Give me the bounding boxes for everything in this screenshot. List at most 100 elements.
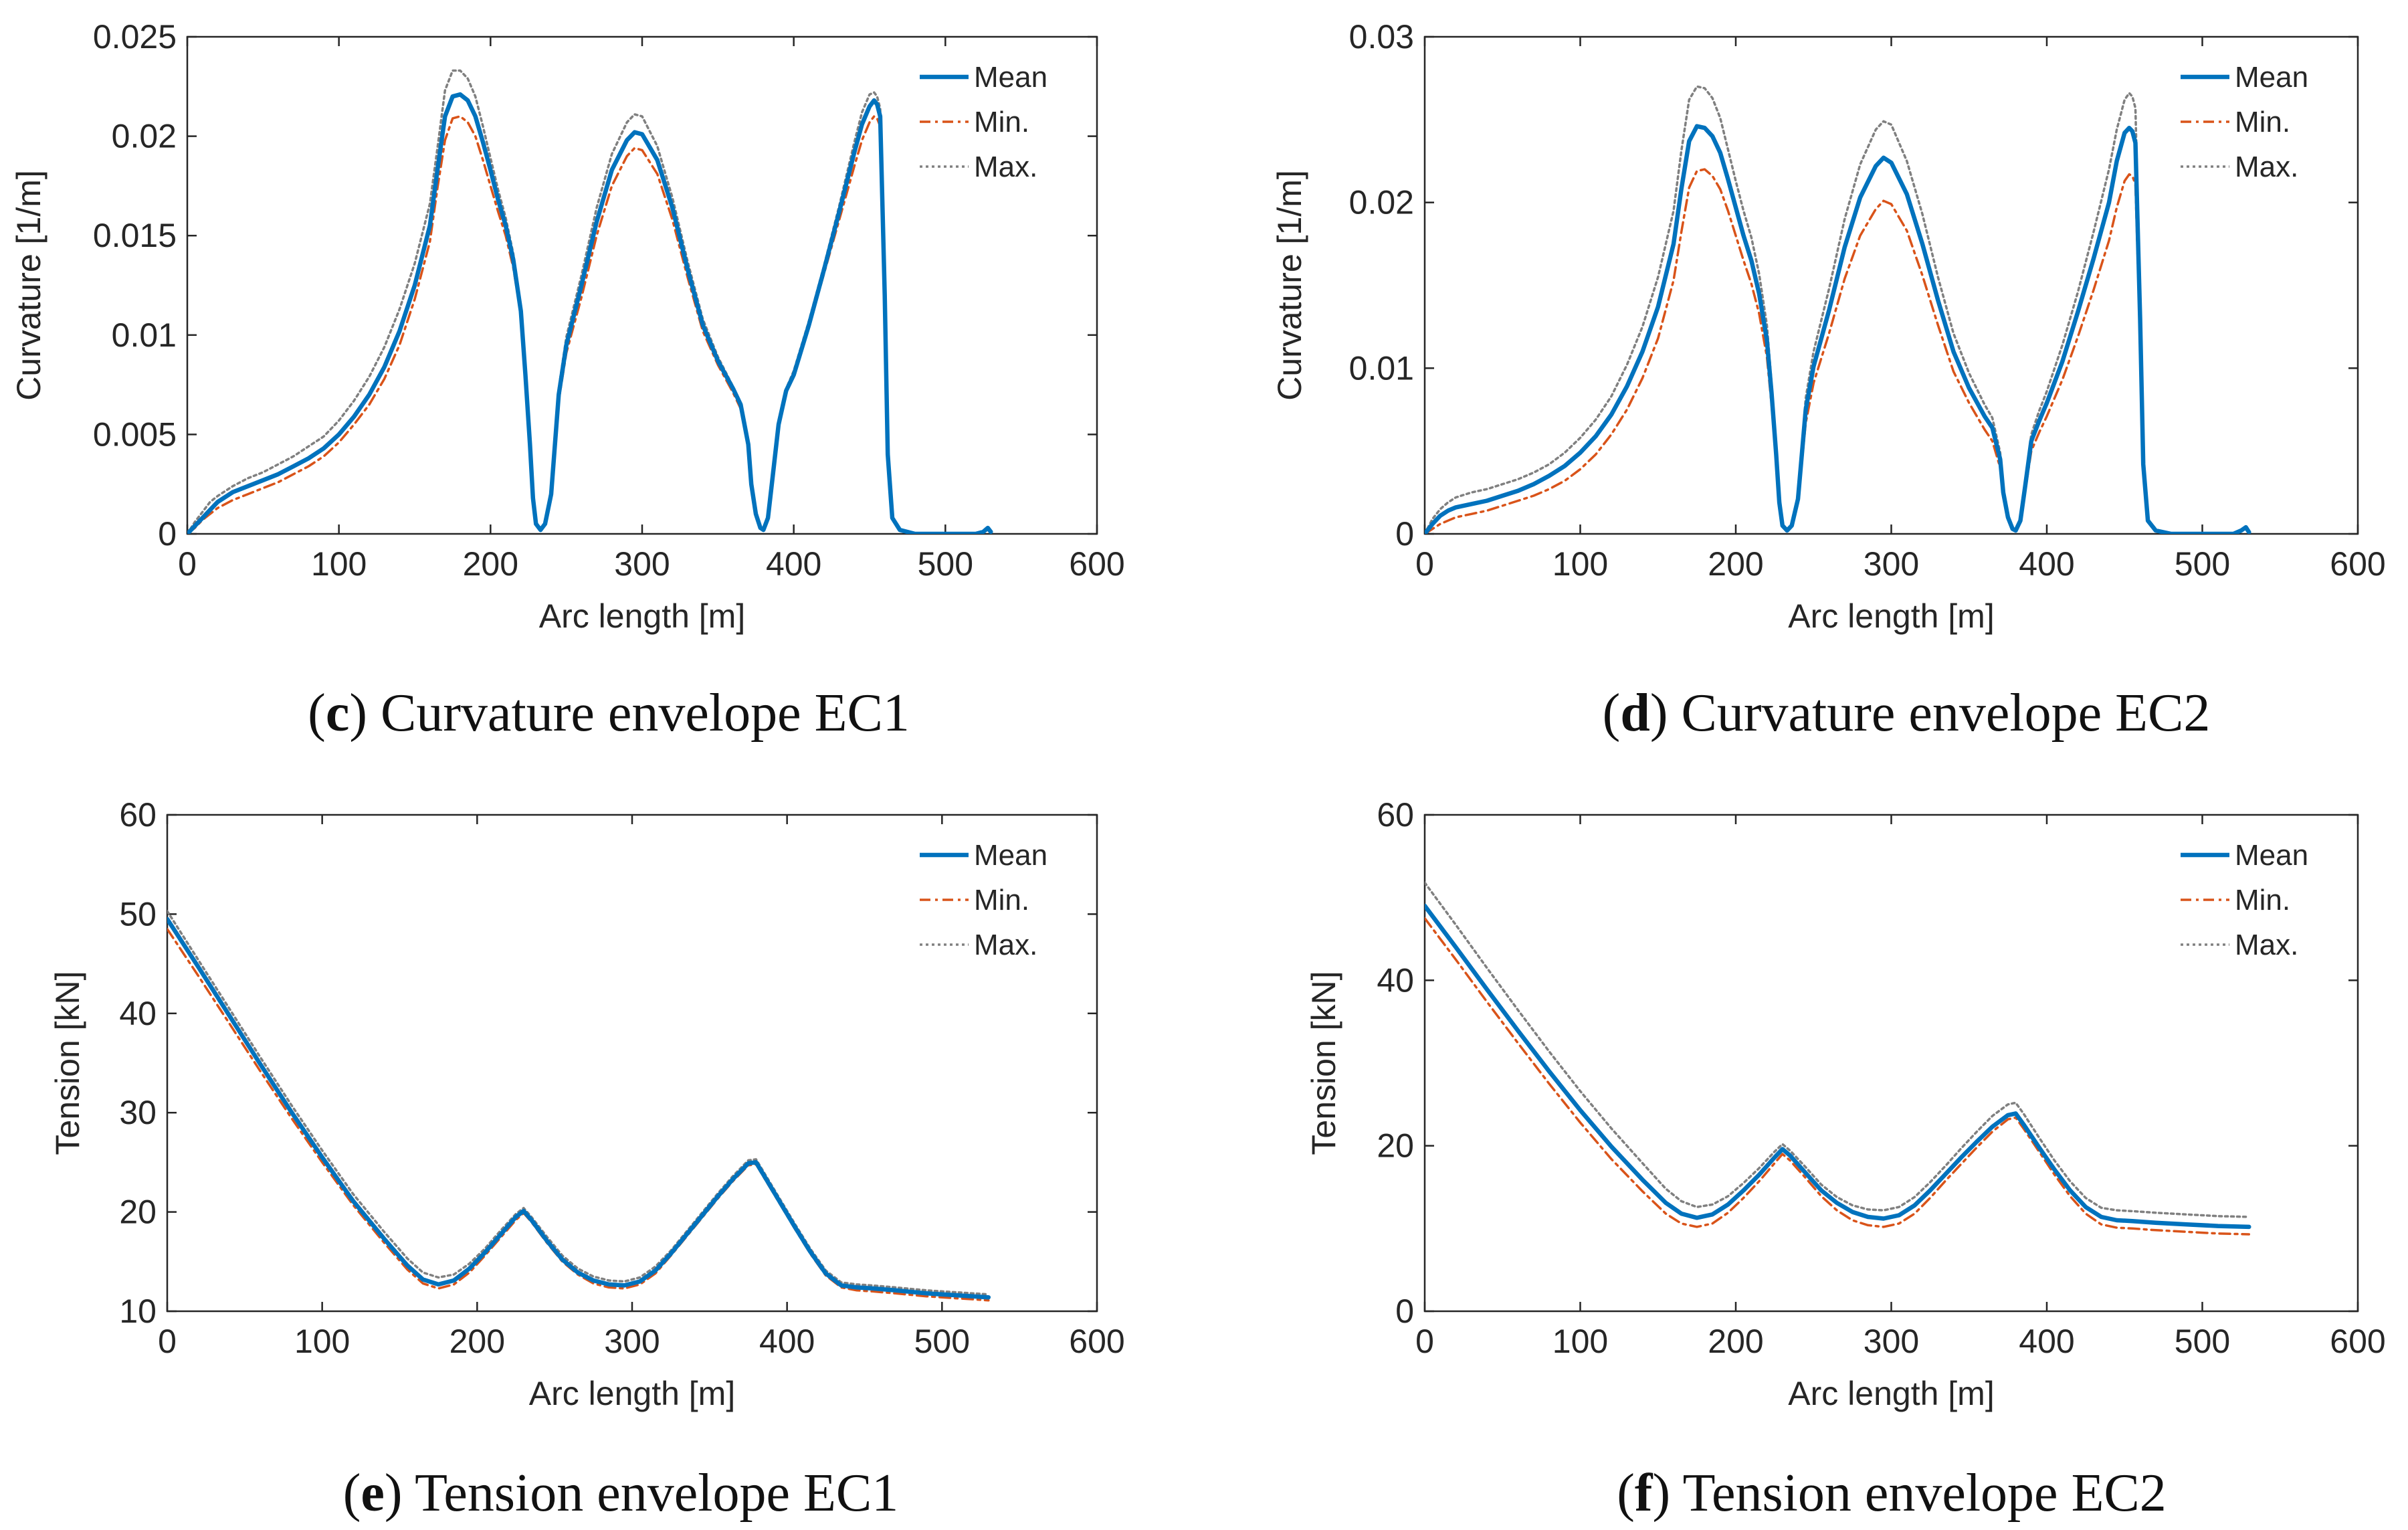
caption-paren-open: ( [343, 1464, 361, 1523]
legend: Mean Min. Max. [920, 61, 1047, 183]
y-tick-label: 40 [1377, 961, 1414, 999]
x-tick-label: 300 [604, 1323, 660, 1360]
x-axis-label: Arc length [m] [1788, 597, 1994, 635]
x-tick-label: 400 [2019, 1323, 2074, 1360]
y-tick-label: 0.02 [112, 118, 177, 155]
series-line-min [167, 927, 990, 1302]
x-tick-label: 100 [294, 1323, 350, 1360]
y-tick-label: 0 [1395, 515, 1414, 553]
y-axis-label: Tension [kN] [1305, 971, 1342, 1155]
y-tick-label: 50 [119, 895, 157, 933]
legend-label: Mean [974, 61, 1047, 94]
x-tick-label: 400 [2019, 545, 2074, 583]
series-line-mean [167, 917, 991, 1300]
caption-paren-close: ) [1652, 1464, 1670, 1523]
panel-caption: (c) Curvature envelope EC1 [308, 684, 910, 743]
y-tick-label: 0.01 [1349, 349, 1414, 387]
y-tick-label: 0.02 [1349, 184, 1414, 221]
x-tick-label: 600 [1069, 1323, 1124, 1360]
series-line-min [1425, 917, 2251, 1236]
series-line-mean [1425, 903, 2251, 1230]
legend: Mean Min. Max. [2181, 61, 2308, 183]
plot-frame [186, 35, 1098, 535]
y-tick-label: 10 [119, 1293, 157, 1330]
y-axis-label: Curvature [1/m] [1271, 170, 1308, 401]
panel-caption: (e) Tension envelope EC1 [343, 1464, 898, 1523]
x-tick-label: 200 [1708, 545, 1763, 583]
chart-panel-e: 0 100 200 300 400 500 600 10 20 30 40 50 60 Arc lengt… [49, 796, 1125, 1523]
caption-paren-open: ( [1603, 684, 1621, 743]
x-tick-label: 500 [2175, 545, 2230, 583]
y-axis-label: Tension [kN] [49, 971, 86, 1155]
caption-letter: e [361, 1464, 385, 1523]
chart-panel-f: 0 100 200 300 400 500 600 0 20 40 60 Arc length [m]… [1305, 796, 2386, 1523]
legend-label: Min. [2235, 106, 2290, 138]
caption-paren-close: ) [385, 1464, 403, 1523]
y-tick-label: 0.03 [1349, 18, 1414, 56]
x-tick-label: 300 [1864, 545, 1919, 583]
legend-label: Min. [974, 106, 1029, 138]
y-tick-label: 60 [1377, 796, 1414, 834]
y-tick-label: 0.01 [112, 316, 177, 354]
caption-text: Curvature envelope EC2 [1668, 684, 2210, 743]
x-axis-label: Arc length [m] [529, 1375, 735, 1412]
x-tick-label: 600 [2330, 1323, 2385, 1360]
x-tick-label: 0 [178, 545, 197, 583]
legend-label: Min. [2235, 884, 2290, 917]
caption-text: Tension envelope EC1 [403, 1464, 899, 1523]
y-tick-label: 0.015 [93, 217, 177, 254]
panel-caption: (f) Tension envelope EC2 [1617, 1464, 2167, 1523]
y-tick-label: 20 [119, 1193, 157, 1231]
caption-letter: c [326, 684, 350, 743]
series-line-mean [1425, 124, 2251, 534]
legend: Mean Min. Max. [2181, 839, 2308, 961]
x-tick-label: 500 [914, 1323, 970, 1360]
x-tick-label: 0 [1415, 1323, 1434, 1360]
chart-panel-d: 0 100 200 300 400 500 600 0 0.01 0.02 0.03 Arc leng… [1271, 18, 2386, 743]
series-line-min [187, 115, 993, 534]
series-line-min [1425, 168, 2251, 534]
plot-frame [1423, 814, 2359, 1313]
y-tick-label: 20 [1377, 1127, 1414, 1165]
legend: Mean Min. Max. [920, 839, 1047, 961]
x-tick-label: 600 [2330, 545, 2385, 583]
legend-label: Mean [974, 839, 1047, 872]
chart-panel-c: 0 100 200 300 400 500 600 0 0.005 0.01 0.015 0.02 0.… [10, 18, 1125, 743]
x-tick-label: 300 [614, 545, 670, 583]
caption-text: Tension envelope EC2 [1670, 1464, 2167, 1523]
y-axis-label: Curvature [1/m] [10, 170, 47, 401]
x-tick-label: 200 [1708, 1323, 1763, 1360]
x-tick-label: 500 [2175, 1323, 2230, 1360]
x-tick-label: 400 [759, 1323, 815, 1360]
x-tick-label: 600 [1069, 545, 1124, 583]
legend-label: Min. [974, 884, 1029, 917]
plot-frame [166, 814, 1098, 1313]
series-line-max [1425, 881, 2251, 1218]
legend-label: Max. [2235, 929, 2298, 961]
series-line-mean [187, 92, 993, 534]
x-tick-label: 200 [449, 1323, 505, 1360]
series-line-max [187, 69, 993, 534]
x-tick-label: 400 [766, 545, 821, 583]
caption-text: Curvature envelope EC1 [367, 684, 910, 743]
y-tick-label: 30 [119, 1094, 157, 1131]
y-tick-label: 0 [1395, 1293, 1414, 1330]
caption-letter: d [1620, 684, 1650, 743]
y-tick-label: 60 [119, 796, 157, 834]
series-line-max [1425, 85, 2251, 534]
x-axis-label: Arc length [m] [1788, 1375, 1994, 1412]
series-line-max [167, 910, 990, 1296]
caption-paren-open: ( [1617, 1464, 1635, 1523]
caption-paren-close: ) [1650, 684, 1668, 743]
caption-letter: f [1635, 1464, 1653, 1523]
legend-label: Mean [2235, 61, 2308, 94]
caption-paren-close: ) [349, 684, 367, 743]
x-tick-label: 500 [918, 545, 973, 583]
panel-caption: (d) Curvature envelope EC2 [1603, 684, 2211, 743]
x-tick-label: 0 [158, 1323, 177, 1360]
x-tick-label: 100 [1552, 1323, 1608, 1360]
y-tick-label: 0.025 [93, 18, 177, 56]
y-tick-label: 0.005 [93, 415, 177, 453]
legend-label: Mean [2235, 839, 2308, 872]
